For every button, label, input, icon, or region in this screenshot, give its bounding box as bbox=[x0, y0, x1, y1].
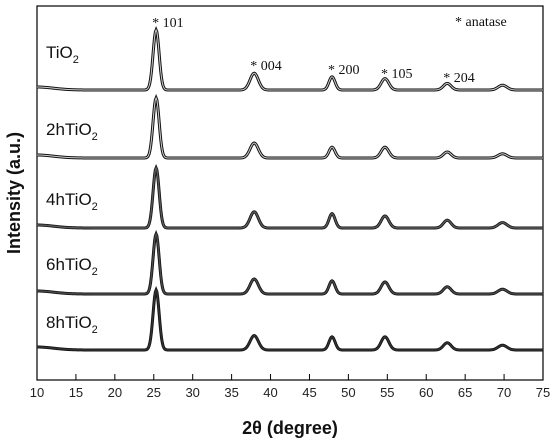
x-tick-label: 75 bbox=[536, 385, 550, 400]
x-tick-label: 40 bbox=[263, 385, 277, 400]
peak-labels: * 101 * 004 * 200 * 105 * 204 bbox=[152, 16, 475, 86]
series-label: 6hTiO2 bbox=[46, 255, 98, 278]
legend-note: * anatase bbox=[455, 15, 507, 30]
series-label: 8hTiO2 bbox=[46, 313, 98, 336]
series-label: 2hTiO2 bbox=[46, 120, 98, 143]
series-label: TiO2 bbox=[46, 43, 79, 66]
series-line bbox=[37, 232, 543, 295]
x-tick-label: 65 bbox=[458, 385, 472, 400]
series-line-outline bbox=[37, 285, 543, 352]
x-tick-label: 10 bbox=[30, 385, 44, 400]
x-tick-label: 15 bbox=[69, 385, 83, 400]
x-tick-label: 70 bbox=[497, 385, 511, 400]
series-label: 4hTiO2 bbox=[46, 190, 98, 213]
x-tick-label: 60 bbox=[419, 385, 433, 400]
peak-label: * 200 bbox=[328, 63, 360, 78]
series-line bbox=[37, 288, 543, 351]
plot-frame bbox=[36, 5, 544, 381]
x-tick-label: 30 bbox=[185, 385, 199, 400]
series-line bbox=[37, 166, 543, 229]
series-labels: TiO2 2hTiO2 4hTiO2 6hTiO2 8hTiO2 bbox=[46, 43, 98, 336]
series-line-outline bbox=[37, 229, 543, 296]
series-line bbox=[37, 96, 543, 159]
peak-label: * 105 bbox=[381, 67, 413, 82]
x-tick-label: 50 bbox=[341, 385, 355, 400]
series-group bbox=[37, 25, 543, 352]
x-tick-label: 25 bbox=[147, 385, 161, 400]
x-ticks: 10 15 20 25 30 35 40 45 50 55 60 65 70 75 bbox=[30, 374, 550, 400]
x-tick-label: 35 bbox=[224, 385, 238, 400]
x-axis-title: 2θ (degree) bbox=[242, 418, 338, 438]
peak-label: * 204 bbox=[443, 71, 475, 86]
x-tick-label: 20 bbox=[108, 385, 122, 400]
x-tick-label: 55 bbox=[380, 385, 394, 400]
peak-label: * 101 bbox=[152, 16, 184, 31]
series-line bbox=[37, 28, 543, 91]
y-axis-title: Intensity (a.u.) bbox=[4, 132, 24, 254]
peak-label: * 004 bbox=[250, 59, 282, 74]
series-line-outline bbox=[37, 93, 543, 160]
x-tick-label: 45 bbox=[302, 385, 316, 400]
series-line-outline bbox=[37, 163, 543, 230]
